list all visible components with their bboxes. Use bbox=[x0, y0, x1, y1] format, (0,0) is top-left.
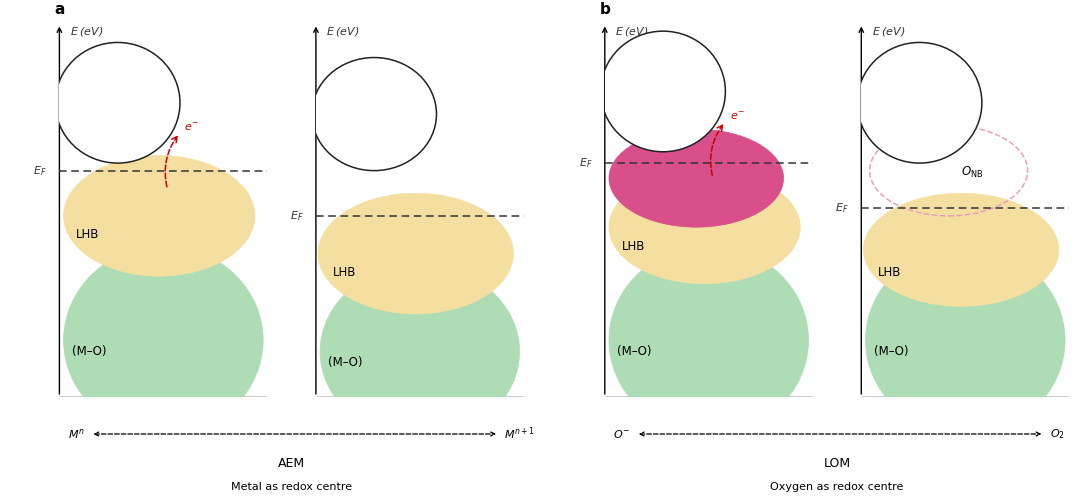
Ellipse shape bbox=[55, 43, 180, 163]
Text: b: b bbox=[599, 2, 610, 17]
Text: (M–O): (M–O) bbox=[874, 345, 908, 358]
Text: $E$ (eV): $E$ (eV) bbox=[616, 25, 648, 39]
Text: $e^{-}$: $e^{-}$ bbox=[730, 111, 744, 122]
Text: $E$ (eV): $E$ (eV) bbox=[326, 25, 360, 39]
Text: $E_\mathregular{F}$: $E_\mathregular{F}$ bbox=[289, 209, 303, 223]
Ellipse shape bbox=[64, 246, 264, 434]
Text: Oxygen as redox centre: Oxygen as redox centre bbox=[770, 482, 904, 492]
Text: $E$ (eV): $E$ (eV) bbox=[70, 25, 103, 39]
Ellipse shape bbox=[64, 156, 255, 276]
Text: Metal as redox centre: Metal as redox centre bbox=[231, 482, 352, 492]
Text: $O^{-}$: $O^{-}$ bbox=[613, 428, 631, 440]
Ellipse shape bbox=[318, 193, 513, 314]
Text: LOM: LOM bbox=[823, 457, 851, 470]
Ellipse shape bbox=[858, 43, 982, 163]
Ellipse shape bbox=[609, 246, 809, 434]
Text: LHB: LHB bbox=[878, 266, 902, 279]
Text: UHB: UHB bbox=[333, 119, 357, 132]
Text: LHB: LHB bbox=[621, 240, 645, 252]
Ellipse shape bbox=[863, 193, 1058, 307]
Ellipse shape bbox=[609, 171, 800, 284]
Text: $e^{-}$: $e^{-}$ bbox=[184, 122, 199, 133]
Ellipse shape bbox=[312, 58, 436, 171]
Text: $O_2$: $O_2$ bbox=[1050, 427, 1065, 441]
Text: (M–O): (M–O) bbox=[618, 345, 651, 358]
Text: $M^{n}$: $M^{n}$ bbox=[68, 427, 85, 441]
Text: LHB: LHB bbox=[76, 228, 99, 241]
Ellipse shape bbox=[609, 129, 784, 227]
Text: $E$ (eV): $E$ (eV) bbox=[872, 25, 905, 39]
Text: (M–O): (M–O) bbox=[72, 345, 106, 358]
Ellipse shape bbox=[320, 265, 519, 438]
Ellipse shape bbox=[865, 246, 1065, 434]
Text: $E_\mathregular{F}$: $E_\mathregular{F}$ bbox=[33, 164, 46, 178]
Text: LHB: LHB bbox=[333, 266, 356, 279]
Text: a: a bbox=[54, 2, 65, 17]
Text: UHB: UHB bbox=[76, 108, 102, 121]
Text: $M^{n+1}$: $M^{n+1}$ bbox=[504, 426, 536, 442]
Text: AEM: AEM bbox=[278, 457, 306, 470]
Text: $O_{\mathregular{NB}}$: $O_{\mathregular{NB}}$ bbox=[618, 182, 639, 197]
Text: UHB: UHB bbox=[878, 108, 903, 121]
Ellipse shape bbox=[600, 31, 726, 152]
Text: $O_{\mathregular{NB}}$: $O_{\mathregular{NB}}$ bbox=[961, 165, 984, 180]
Text: $E_\mathregular{F}$: $E_\mathregular{F}$ bbox=[579, 156, 592, 170]
Text: (M–O): (M–O) bbox=[328, 356, 363, 370]
Text: $E_\mathregular{F}$: $E_\mathregular{F}$ bbox=[835, 201, 849, 215]
Text: UHB: UHB bbox=[621, 96, 647, 109]
